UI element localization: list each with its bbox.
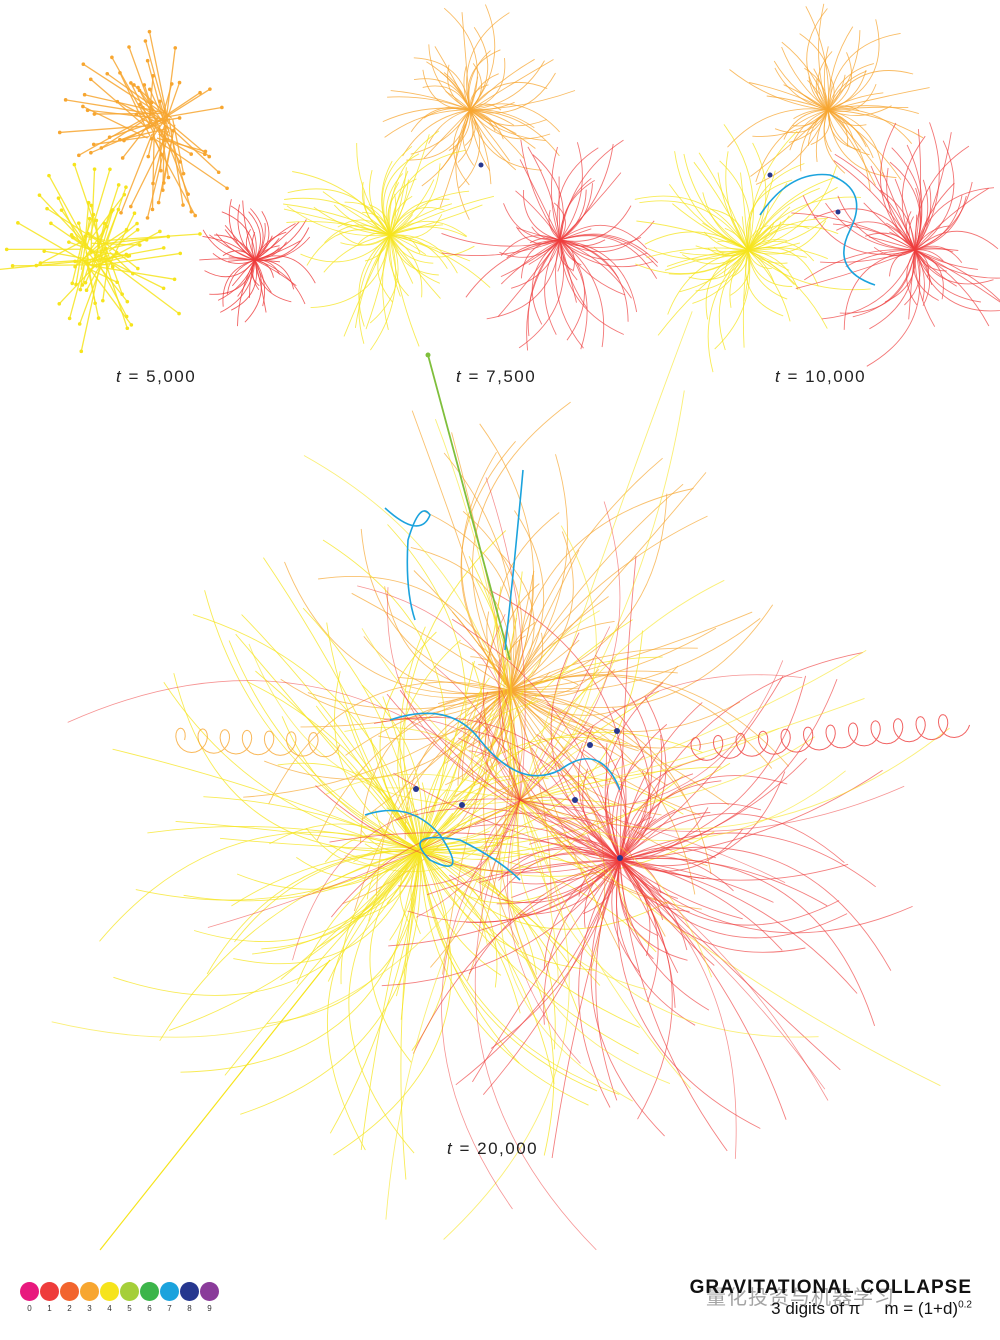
panel4-navy-dot-2: [459, 802, 465, 808]
legend-dot-8: [180, 1282, 199, 1301]
caption-t-5000: t = 5,000: [116, 367, 197, 386]
legend-dot-9: [200, 1282, 219, 1301]
panel4-blue-trail-4: [389, 712, 621, 791]
panel4-orange-cluster: [243, 401, 790, 981]
panel4-long-yellow-arcs: [51, 311, 950, 1240]
panel4-blue-trail-1: [504, 469, 524, 651]
legend-dot-1: [40, 1282, 59, 1301]
panel3-blue-trail: [759, 173, 876, 286]
panel4-navy-dot-1: [413, 786, 419, 792]
panel4-navy-dot-4: [587, 742, 593, 748]
legend-dot-7: [160, 1282, 179, 1301]
legend-digit-1: 1: [47, 1304, 52, 1313]
panel4-green-streak-dot: [425, 352, 431, 358]
collapse-artwork: [0, 3, 1000, 1251]
panel3-navy-dot-2: [835, 209, 841, 215]
panel1-yellow-cluster: [0, 162, 202, 354]
caption-t-20000: t = 20,000: [447, 1139, 539, 1158]
legend-dot-4: [100, 1282, 119, 1301]
legend-digit-3: 3: [87, 1304, 92, 1313]
legend-digit-4: 4: [107, 1304, 112, 1313]
caption-t-10000: t = 10,000: [775, 367, 867, 386]
panel3-orange-cluster: [727, 3, 930, 191]
panel2-orange-cluster: [382, 4, 576, 220]
panel2-red-cluster: [441, 139, 659, 351]
panel4-long-red-arcs: [67, 477, 905, 1251]
legend-dot-5: [120, 1282, 139, 1301]
panel1-red-cluster: [199, 198, 316, 327]
panel4-green-streak: [427, 354, 511, 661]
caption-t-7500: t = 7,500: [456, 367, 537, 386]
watermark-text: 量化投资与机器学习: [706, 1287, 895, 1309]
subtitle: 3 digits of π m = (1+d)0.2: [690, 1299, 972, 1319]
panel4-navy-dot-5: [614, 728, 620, 734]
legend-digit-5: 5: [127, 1304, 132, 1313]
panel4-blue-trail-3: [364, 809, 521, 881]
panel4-red-cluster: [315, 555, 913, 1159]
legend-digit-7: 7: [167, 1304, 172, 1313]
legend-digit-6: 6: [147, 1304, 152, 1313]
legend-dot-3: [80, 1282, 99, 1301]
subtitle-digits: 3 digits of π: [771, 1299, 861, 1318]
legend-digit-2: 2: [67, 1304, 72, 1313]
panel1-orange-cluster: [57, 29, 229, 220]
legend-dot-0: [20, 1282, 39, 1301]
panel4-navy-dot-6: [617, 855, 623, 861]
legend-digit-0: 0: [27, 1304, 32, 1313]
legend-dot-6: [140, 1282, 159, 1301]
panel3-red-cluster: [791, 122, 1000, 367]
title-block: GRAVITATIONAL COLLAPSE 3 digits of π m = …: [690, 1277, 972, 1319]
legend-digit-9: 9: [207, 1304, 212, 1313]
panel4-blue-trail-2: [384, 507, 431, 621]
panel4-right-spiral: [690, 714, 971, 761]
panel4-navy-dot-3: [572, 797, 578, 803]
panel4-left-spiral: [175, 727, 341, 758]
panel3-yellow-cluster: [634, 124, 871, 373]
subtitle-exponent: 0.2: [958, 1299, 972, 1311]
page-title: GRAVITATIONAL COLLAPSE: [689, 1277, 972, 1298]
panel4-yellow-streak: [99, 959, 331, 1251]
legend-dot-2: [60, 1282, 79, 1301]
subtitle-mass-formula: m = (1+d): [884, 1299, 959, 1318]
panel2-yellow-cluster: [283, 130, 495, 351]
legend-digit-8: 8: [187, 1304, 192, 1313]
panel2-navy-dot: [478, 162, 484, 168]
panel3-navy-dot-1: [767, 172, 773, 178]
